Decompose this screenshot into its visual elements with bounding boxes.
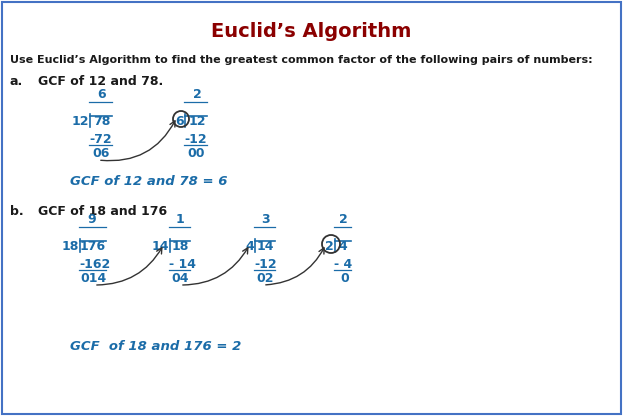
Text: -72: -72	[89, 133, 112, 146]
Text: - 14: - 14	[169, 258, 196, 271]
Text: 4: 4	[245, 240, 254, 253]
Text: 14: 14	[256, 240, 273, 253]
Text: 02: 02	[256, 272, 273, 285]
Text: 3: 3	[260, 213, 269, 226]
Text: Use Euclid’s Algorithm to find the greatest common factor of the following pairs: Use Euclid’s Algorithm to find the great…	[10, 55, 592, 65]
Text: 014: 014	[80, 272, 107, 285]
Text: 6: 6	[176, 115, 184, 128]
Text: 176: 176	[80, 240, 106, 253]
Text: 2: 2	[339, 213, 348, 226]
Text: 6: 6	[98, 88, 107, 101]
FancyArrowPatch shape	[183, 248, 248, 285]
Text: 18: 18	[62, 240, 79, 253]
Text: 06: 06	[92, 147, 110, 160]
Text: Euclid’s Algorithm: Euclid’s Algorithm	[211, 22, 411, 41]
Text: GCF  of 18 and 176 = 2: GCF of 18 and 176 = 2	[70, 340, 241, 353]
Text: GCF of 18 and 176: GCF of 18 and 176	[38, 205, 167, 218]
Text: 2: 2	[325, 240, 334, 253]
Text: 4: 4	[339, 240, 348, 253]
FancyArrowPatch shape	[101, 121, 175, 161]
Text: -12: -12	[184, 133, 207, 146]
FancyArrowPatch shape	[266, 248, 324, 285]
Text: GCF of 12 and 78 = 6: GCF of 12 and 78 = 6	[70, 175, 227, 188]
Text: 1: 1	[176, 213, 184, 226]
Text: 00: 00	[187, 147, 204, 160]
Text: a.: a.	[10, 75, 23, 88]
Text: -12: -12	[254, 258, 277, 271]
Text: -162: -162	[79, 258, 110, 271]
Text: 12: 12	[72, 115, 89, 128]
Text: GCF of 12 and 78.: GCF of 12 and 78.	[38, 75, 163, 88]
Text: - 4: - 4	[334, 258, 352, 271]
FancyArrowPatch shape	[97, 248, 162, 285]
Text: 78: 78	[93, 115, 111, 128]
Text: 04: 04	[171, 272, 189, 285]
Text: 18: 18	[171, 240, 189, 253]
Text: 0: 0	[340, 272, 349, 285]
Text: b.: b.	[10, 205, 24, 218]
Text: 12: 12	[188, 115, 206, 128]
Text: 14: 14	[151, 240, 169, 253]
Text: 2: 2	[193, 88, 201, 101]
Text: 9: 9	[88, 213, 97, 226]
